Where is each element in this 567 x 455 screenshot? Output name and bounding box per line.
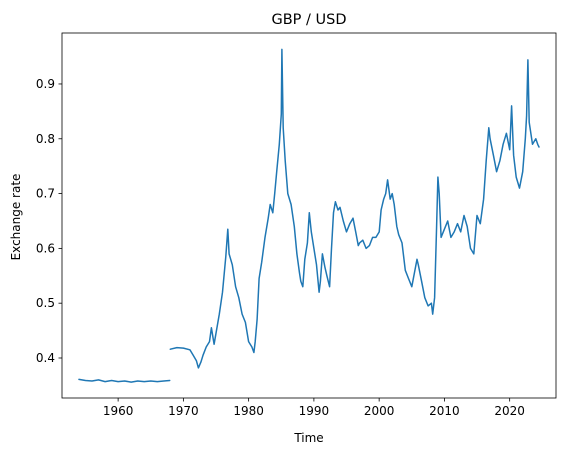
x-tick-label: 1970 (168, 404, 199, 418)
chart-title: GBP / USD (271, 12, 346, 28)
x-axis-label: Time (293, 431, 323, 445)
x-tick-label: 2000 (364, 404, 395, 418)
y-tick-label: 0.4 (36, 351, 55, 365)
x-tick-label: 1980 (233, 404, 264, 418)
y-tick-label: 0.8 (36, 132, 55, 146)
x-tick-label: 1960 (103, 404, 134, 418)
x-tick-label: 2020 (494, 404, 525, 418)
x-tick-label: 1990 (299, 404, 330, 418)
y-tick-label: 0.9 (36, 77, 55, 91)
y-tick-label: 0.6 (36, 241, 55, 255)
y-tick-label: 0.5 (36, 296, 55, 310)
y-axis-label: Exchange rate (9, 174, 23, 261)
x-tick-label: 2010 (429, 404, 460, 418)
y-tick-label: 0.7 (36, 187, 55, 201)
